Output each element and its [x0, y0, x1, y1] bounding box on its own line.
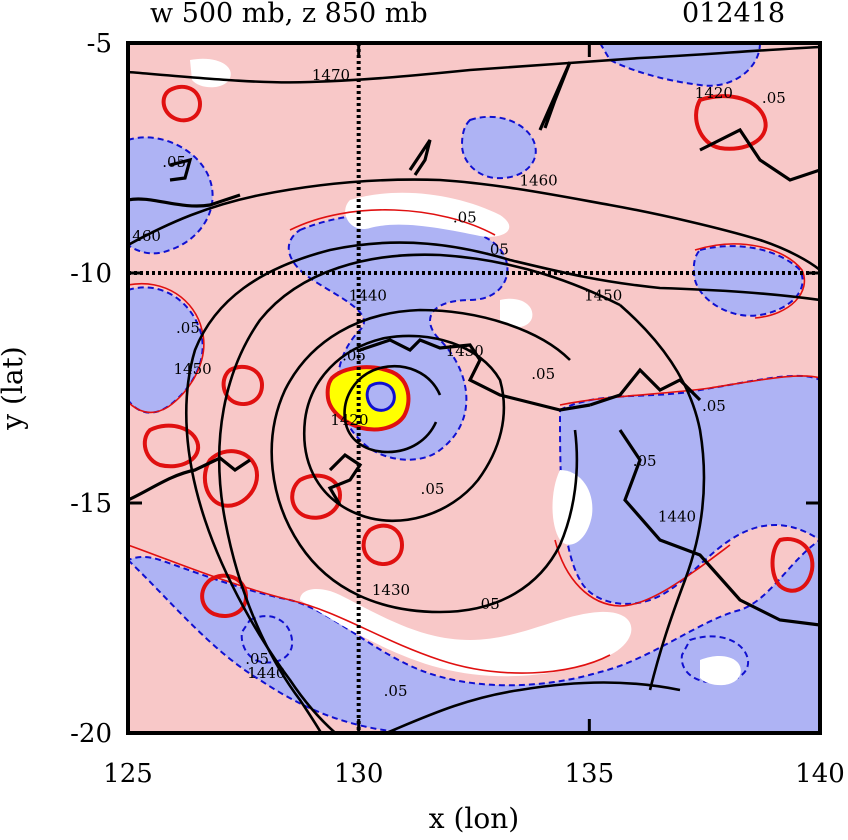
updraft-contour-9 — [161, 84, 203, 123]
positive-w-thin-contours — [128, 209, 820, 674]
reference-lines — [128, 43, 820, 733]
x-tick-label: 125 — [103, 759, 153, 789]
y-axis-label: y (lat) — [0, 346, 29, 430]
height-contour-label: 1420 — [695, 84, 733, 102]
updraft-contour-7 — [221, 364, 265, 406]
positive-contour-thin-1 — [128, 544, 611, 674]
chart-title: w 500 mb, z 850 mb — [150, 0, 428, 29]
w-contour-label: .05 — [421, 480, 445, 498]
height-contour-label: 1470 — [312, 66, 350, 84]
y-tick-label: -20 — [70, 719, 112, 749]
y-tick-label: -10 — [70, 259, 112, 289]
w-contour-label: .05 — [176, 319, 200, 337]
neutral-band-south — [300, 588, 632, 677]
height-contour-1440-east — [619, 304, 706, 691]
y-axis-ticks: -5 -10 -15 -20 — [70, 29, 820, 749]
y-tick-label: -5 — [87, 29, 112, 59]
w-contour-label: .05 — [633, 452, 657, 470]
positive-contour-thin-5 — [554, 539, 731, 607]
w-contour-label: .05 — [476, 595, 500, 613]
coastline-segments — [128, 61, 820, 627]
w-contour-label: .05 — [531, 365, 555, 383]
height-contour-1420 — [302, 334, 506, 523]
positive-contour-thin-2 — [559, 375, 820, 406]
neutral-band-ring — [345, 192, 510, 237]
height-contours — [128, 45, 820, 733]
coastline-7 — [408, 139, 432, 176]
w-contour-label: .05 — [762, 89, 786, 107]
updraft-contour-6 — [694, 94, 768, 151]
height-contour-label: 1440 — [658, 507, 696, 525]
w-contour-label: .05 — [384, 682, 408, 700]
height-contour-south-outer — [382, 681, 681, 733]
height-contour-label: 1430 — [446, 342, 484, 360]
updraft-contour-2 — [202, 449, 259, 508]
height-contour-1430 — [270, 308, 579, 614]
x-axis-label: x (lon) — [429, 802, 519, 835]
height-contour-1460 — [128, 178, 820, 272]
neutral-blob-1 — [700, 655, 741, 686]
plot-frame — [126, 41, 822, 735]
height-contour-1450 — [185, 241, 820, 733]
coastline-2 — [327, 452, 363, 506]
positive-contour-thin-4 — [128, 282, 205, 414]
updraft-contour-3 — [290, 473, 343, 520]
height-contour-label: 1460 — [519, 172, 557, 190]
x-tick-label: 140 — [795, 759, 845, 789]
height-contour-label: 1450 — [173, 360, 211, 378]
w-contour-label: .05 — [485, 241, 509, 259]
w-contour-label: .05 — [702, 397, 726, 415]
coastline-8 — [128, 193, 241, 208]
positive-contour-thin-3 — [289, 209, 496, 236]
positive-contour-thin-6 — [694, 243, 806, 319]
x-tick-label: 130 — [334, 759, 384, 789]
eye-negative-core — [365, 381, 396, 412]
coastline-5 — [618, 429, 820, 627]
height-contour-1470 — [128, 45, 820, 84]
height-contour-label: 1450 — [584, 287, 622, 305]
coastline-9 — [169, 157, 193, 182]
coastline-10 — [699, 127, 820, 182]
w-contour-labels: .05 .05 .05 .05 .05 .05 .05 .05 .05 .05 .05 .05 .05 — [162, 89, 786, 700]
height-contour-label: 1440 — [247, 664, 285, 682]
w-contour-label: .05 — [245, 650, 269, 668]
updraft-contour-8 — [770, 537, 815, 593]
updraft-contour-4 — [361, 523, 405, 566]
height-contour-labels: 1470 1460 1450 1440 1450 1430 1420 1430 1440 1440… — [123, 66, 733, 682]
w-contour-label: .05 — [453, 208, 477, 226]
x-tick-label: 135 — [565, 759, 615, 789]
run-id-label: 012418 — [682, 0, 785, 29]
height-contour-label: 1420 — [330, 411, 368, 429]
x-axis-ticks: 125 130 135 140 — [103, 43, 845, 789]
height-contour-label: 1460 — [123, 227, 161, 245]
w-contour-label: .05 — [162, 153, 186, 171]
height-contour-label: 1430 — [372, 581, 410, 599]
neutral-blob-3 — [500, 298, 533, 328]
y-tick-label: -15 — [70, 489, 112, 519]
height-contour-label: 1440 — [349, 287, 387, 305]
updraft-contour-5 — [200, 573, 248, 618]
negative-region-nw — [128, 136, 214, 255]
plot-area: .05 .05 .05 .05 .05 .05 .05 .05 .05 .05 .05 .05.05 … — [123, 43, 820, 733]
height-contour-1440 — [217, 253, 621, 733]
negative-region-mid — [460, 115, 537, 180]
coastline-6 — [538, 61, 572, 131]
height-contour-inner — [343, 365, 442, 454]
coastline-1 — [128, 456, 251, 502]
w-contour-label: .05 — [342, 346, 366, 364]
